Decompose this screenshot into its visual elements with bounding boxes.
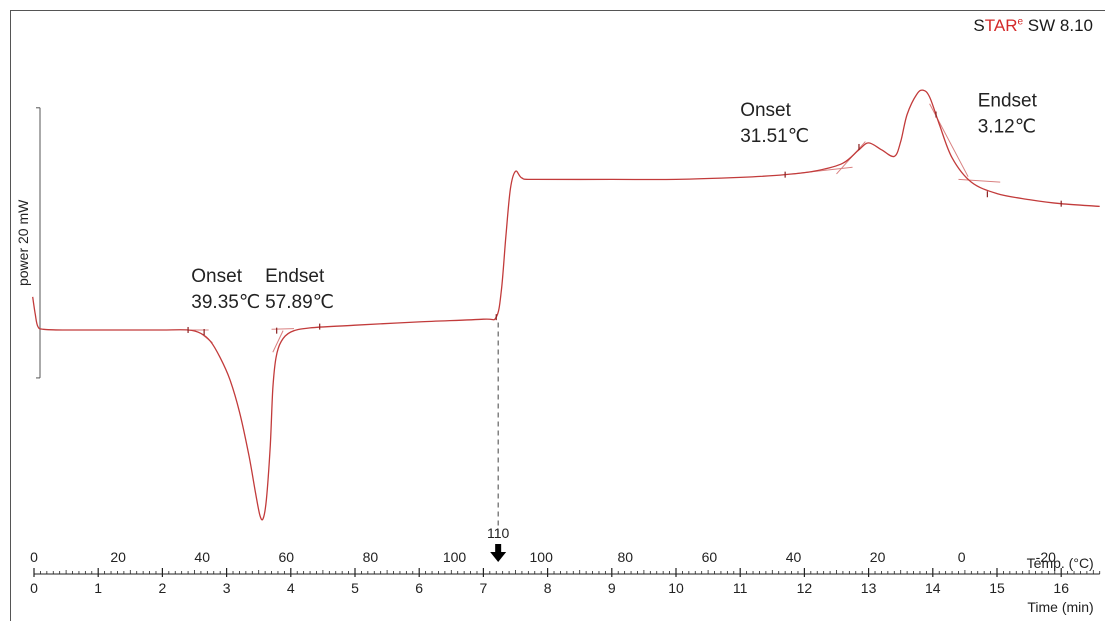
turnaround-arrow xyxy=(490,544,507,562)
y-axis-label: power 20 mW xyxy=(15,199,31,286)
temp-tick-label-8: 60 xyxy=(702,549,718,565)
time-tick-label-11: 11 xyxy=(733,580,748,596)
turnaround-label: 110 xyxy=(487,525,510,541)
annotation-label-3: Endset xyxy=(978,90,1038,111)
temp-tick-label-9: 40 xyxy=(786,549,802,565)
construction-line-3 xyxy=(272,330,284,353)
temp-tick-label-3: 60 xyxy=(279,549,295,565)
time-tick-label-14: 14 xyxy=(925,580,941,596)
time-tick-label-1: 1 xyxy=(94,580,102,596)
time-tick-label-4: 4 xyxy=(287,580,295,596)
temp-tick-label-6: 100 xyxy=(530,549,554,565)
time-tick-label-5: 5 xyxy=(351,580,359,596)
temp-tick-label-1: 20 xyxy=(110,549,126,565)
temp-tick-label-0: 0 xyxy=(30,549,38,565)
time-tick-label-9: 9 xyxy=(608,580,616,596)
time-tick-label-15: 15 xyxy=(989,580,1005,596)
temp-tick-label-11: 0 xyxy=(958,549,966,565)
time-tick-label-13: 13 xyxy=(861,580,877,596)
annotation-label-0: Onset xyxy=(191,266,242,287)
annotation-label-2: Onset xyxy=(740,100,791,121)
time-tick-label-12: 12 xyxy=(797,580,813,596)
annotation-value-1: 57.89℃ xyxy=(265,292,334,313)
software-brand: STARe SW 8.10 xyxy=(973,16,1093,36)
temp-tick-label-10: 20 xyxy=(870,549,886,565)
time-tick-label-2: 2 xyxy=(159,580,167,596)
construction-line-7 xyxy=(958,178,1001,183)
time-tick-label-7: 7 xyxy=(480,580,488,596)
temp-tick-label-2: 40 xyxy=(194,549,210,565)
time-tick-label-3: 3 xyxy=(223,580,231,596)
time-tick-label-16: 16 xyxy=(1053,580,1069,596)
brand-superscript: e xyxy=(1017,16,1024,28)
time-tick-label-6: 6 xyxy=(415,580,423,596)
time-tick-label-8: 8 xyxy=(544,580,552,596)
temp-tick-label-5: 100 xyxy=(443,549,467,565)
annotation-value-2: 31.51℃ xyxy=(740,126,809,147)
time-tick-label-0: 0 xyxy=(30,580,38,596)
time-axis-label: Time (min) xyxy=(1027,599,1093,615)
annotation-label-1: Endset xyxy=(265,266,325,287)
brand-version: SW 8.10 xyxy=(1027,16,1093,35)
brand-tar: TAR xyxy=(984,16,1018,35)
chart-frame xyxy=(10,10,1105,621)
temp-tick-label-4: 80 xyxy=(363,549,379,565)
brand-s: S xyxy=(973,16,985,35)
annotation-value-3: 3.12℃ xyxy=(978,116,1036,137)
temp-tick-label-12: -20 xyxy=(1036,549,1056,565)
temp-axis-label: Temp. (°C) xyxy=(1027,555,1094,571)
temp-tick-label-7: 80 xyxy=(617,549,633,565)
annotation-value-0: 39.35℃ xyxy=(191,292,260,313)
construction-line-2 xyxy=(271,328,295,330)
time-tick-label-10: 10 xyxy=(668,580,684,596)
